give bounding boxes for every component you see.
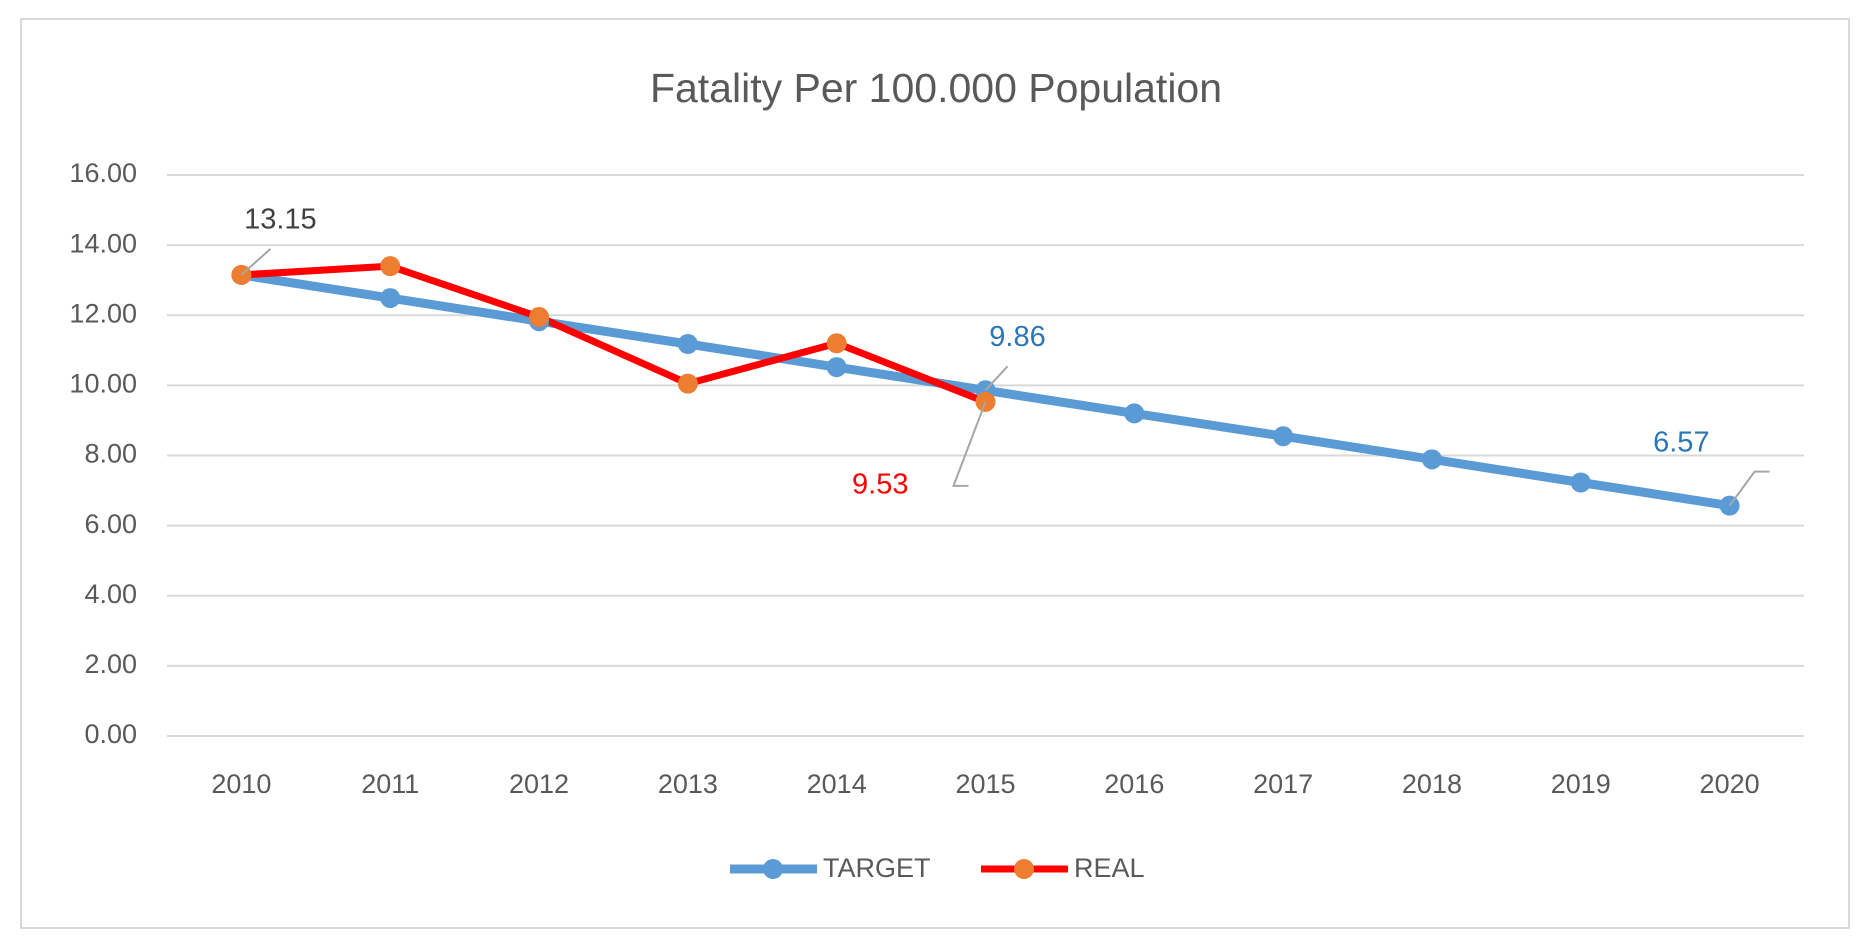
x-tick-label: 2013 [658,769,718,799]
marker [826,333,847,354]
legend-label: REAL [1074,853,1145,883]
y-tick-label: 12.00 [69,298,137,328]
y-tick-label: 14.00 [69,228,137,258]
x-tick-label: 2012 [509,769,569,799]
marker [1273,426,1294,447]
marker [677,373,698,394]
marker [826,357,847,378]
x-tick-label: 2010 [211,769,271,799]
marker [529,307,550,328]
leader-line [240,248,272,276]
y-tick-label: 4.00 [84,579,137,609]
x-tick-label: 2014 [807,769,867,799]
data-label: 6.57 [1653,426,1709,458]
legend-marker [1014,859,1034,879]
chart-title: Fatality Per 100.000 Population [650,65,1222,111]
y-tick-label: 0.00 [84,719,137,749]
marker [1570,472,1591,493]
x-tick-label: 2011 [361,769,419,799]
marker [380,256,401,277]
leader-line [984,365,1009,391]
leader-line [952,401,987,487]
y-tick-label: 16.00 [69,158,137,188]
x-tick-label: 2017 [1253,769,1313,799]
x-tick-label: 2015 [955,769,1015,799]
x-tick-label: 2020 [1700,769,1760,799]
y-tick-label: 2.00 [84,649,137,679]
y-tick-label: 6.00 [84,509,137,539]
leader-line [1728,470,1770,507]
data-label: 9.53 [852,469,908,501]
x-tick-label: 2018 [1402,769,1462,799]
y-tick-label: 10.00 [69,369,137,399]
marker [1719,495,1740,516]
y-tick-label: 8.00 [84,439,137,469]
marker [1421,449,1442,470]
data-label: 13.15 [244,204,317,236]
marker [380,288,401,309]
legend-marker [763,859,783,879]
marker [677,334,698,355]
legend-label: TARGET [823,853,931,883]
data-label: 9.86 [989,321,1045,353]
x-tick-label: 2019 [1551,769,1611,799]
marker [1124,403,1145,424]
series-line [241,262,987,406]
x-tick-label: 2016 [1104,769,1164,799]
